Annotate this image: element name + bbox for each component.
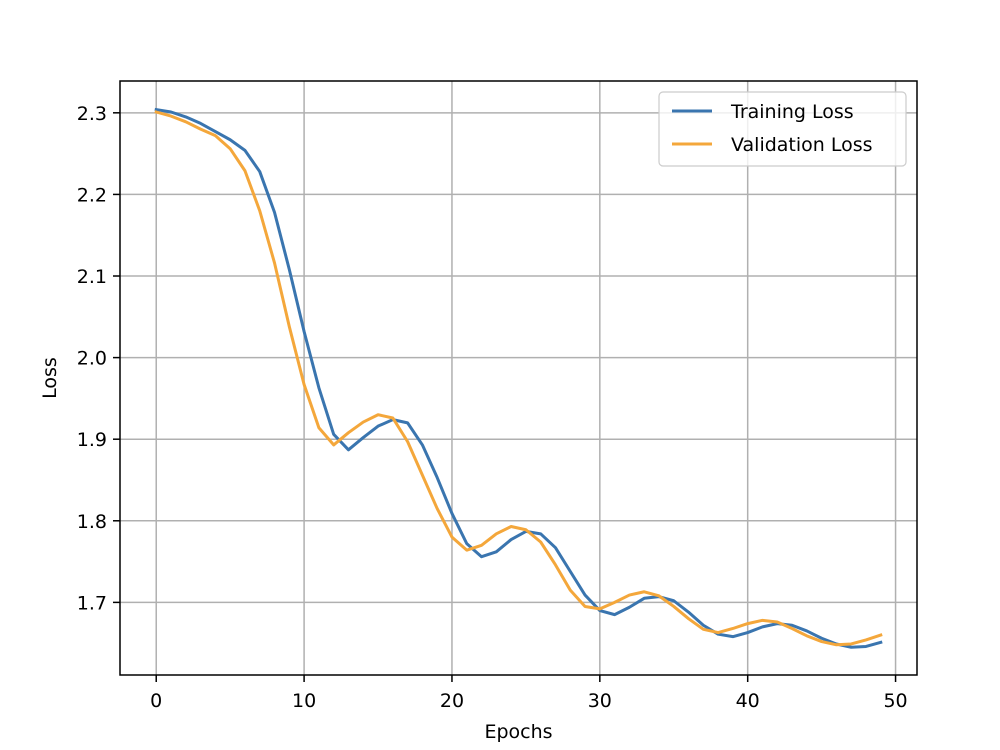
y-axis: 1.7 1.8 1.9 2.0 2.1 2.2 2.3: [77, 103, 120, 614]
x-axis: 0 10 20 30 40 50: [150, 675, 908, 712]
x-tick-label: 10: [292, 690, 316, 712]
y-tick-label: 2.2: [77, 184, 107, 206]
legend-label-validation: Validation Loss: [731, 134, 873, 156]
plot-frame: [119, 80, 918, 676]
legend-label-training: Training Loss: [730, 101, 854, 123]
legend: Training Loss Validation Loss: [658, 91, 907, 167]
x-axis-label: Epochs: [484, 721, 552, 743]
grid: [120, 81, 917, 675]
y-tick-label: 1.8: [77, 511, 107, 533]
x-tick-label: 20: [440, 690, 464, 712]
x-tick-label: 50: [883, 690, 907, 712]
x-tick-label: 30: [588, 690, 612, 712]
y-tick-label: 2.3: [77, 103, 107, 125]
y-axis-label: Loss: [39, 357, 61, 399]
y-tick-label: 1.7: [77, 592, 107, 614]
training-loss-line: [154, 107, 883, 649]
y-tick-label: 2.1: [77, 266, 107, 288]
x-tick-label: 0: [150, 690, 162, 712]
y-tick-label: 2.0: [77, 348, 107, 370]
legend-box: [658, 91, 907, 167]
y-tick-label: 1.9: [77, 429, 107, 451]
series-lines: [154, 107, 883, 649]
validation-loss-line: [154, 110, 883, 647]
x-tick-label: 40: [736, 690, 760, 712]
